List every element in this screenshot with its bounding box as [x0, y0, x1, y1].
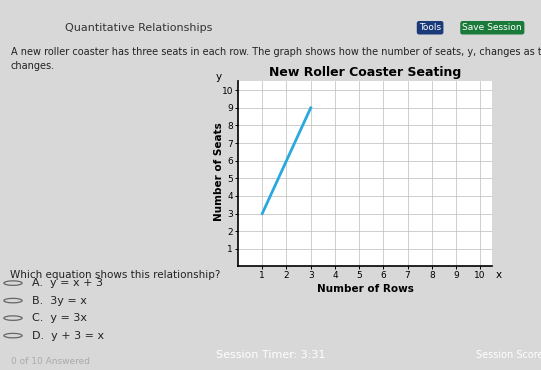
Text: x: x [496, 270, 502, 280]
Text: Tools: Tools [419, 23, 441, 32]
X-axis label: Number of Rows: Number of Rows [316, 285, 414, 295]
Text: Quantitative Relationships: Quantitative Relationships [65, 23, 212, 33]
Text: Save Session: Save Session [463, 23, 522, 32]
Text: 0 of 10 Answered: 0 of 10 Answered [11, 357, 90, 366]
Text: Session Score: 6: Session Score: 6 [476, 350, 541, 360]
Text: A new roller coaster has three seats in each row. The graph shows how the number: A new roller coaster has three seats in … [11, 47, 541, 71]
Text: Session Timer: 3:31: Session Timer: 3:31 [216, 350, 325, 360]
Text: B.  3y = x: B. 3y = x [32, 296, 87, 306]
Text: Which equation shows this relationship?: Which equation shows this relationship? [10, 270, 220, 280]
Text: D.  y + 3 = x: D. y + 3 = x [32, 331, 104, 341]
Title: New Roller Coaster Seating: New Roller Coaster Seating [269, 66, 461, 79]
Text: C.  y = 3x: C. y = 3x [32, 313, 88, 323]
Text: y: y [216, 72, 222, 82]
Text: A.  y = x + 3: A. y = x + 3 [32, 278, 103, 288]
Text: Number of Seats: Number of Seats [214, 123, 224, 221]
